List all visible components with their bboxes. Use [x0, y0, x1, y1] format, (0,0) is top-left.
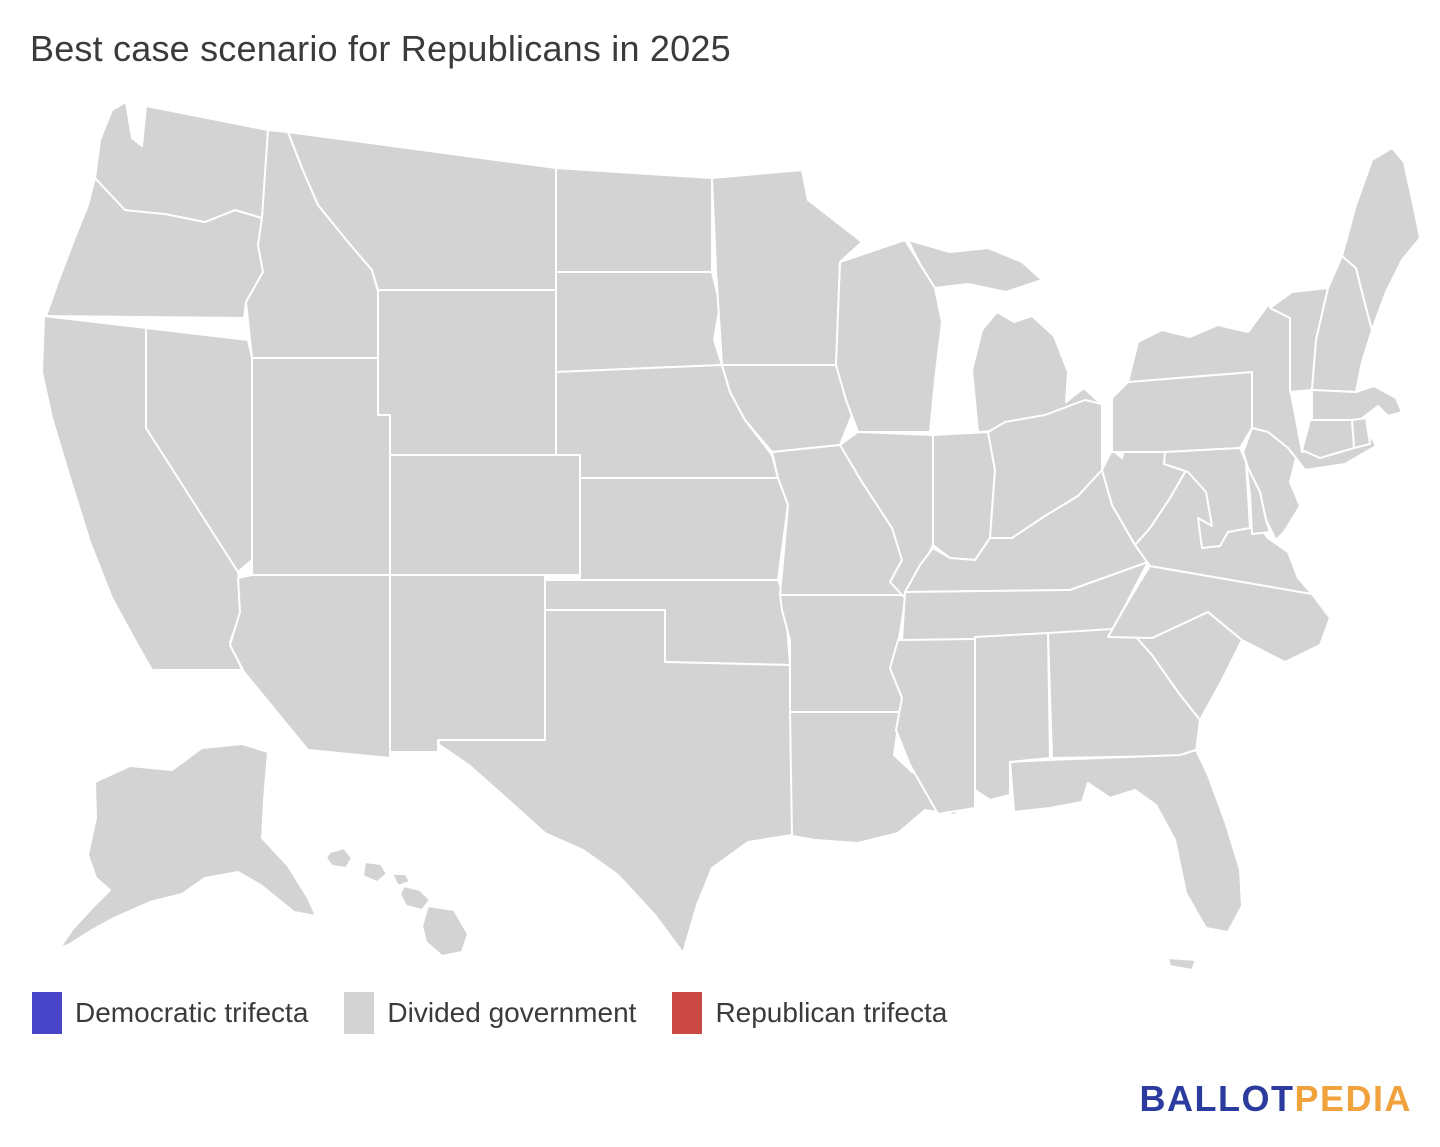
state-alaska[interactable] [59, 743, 317, 949]
state-hawaii[interactable] [325, 847, 469, 957]
state-connecticut[interactable] [1301, 419, 1355, 459]
state-colorado[interactable] [389, 454, 581, 576]
legend-label-democratic: Democratic trifecta [75, 997, 309, 1028]
state-arizona[interactable] [229, 574, 391, 759]
legend-item-divided: Divided government [344, 992, 636, 1034]
state-indiana[interactable] [932, 431, 996, 561]
logo-pedia: PEDIA [1294, 1078, 1412, 1119]
states-group [41, 101, 1421, 971]
legend-item-democratic: Democratic trifecta [32, 992, 308, 1034]
republican-trifecta-swatch [672, 992, 703, 1034]
state-pennsylvania[interactable] [1111, 371, 1253, 453]
state-maryland[interactable] [1163, 447, 1251, 549]
state-rhode-island[interactable] [1351, 417, 1371, 449]
legend-label-divided: Divided government [387, 997, 637, 1028]
state-north-carolina[interactable] [1107, 565, 1331, 663]
florida-keys[interactable] [1167, 957, 1197, 971]
ballotpedia-logo: BALLOTPEDIA [1140, 1078, 1413, 1120]
divided-government-swatch [344, 992, 375, 1034]
state-north-dakota[interactable] [555, 167, 713, 273]
legend-item-republican: Republican trifecta [672, 992, 947, 1034]
state-kansas[interactable] [579, 477, 789, 581]
state-louisiana[interactable] [789, 711, 969, 844]
logo-ballot: BALLOT [1139, 1078, 1295, 1119]
state-utah[interactable] [251, 357, 391, 576]
chart-title: Best case scenario for Republicans in 20… [30, 28, 731, 69]
state-maine[interactable] [1341, 147, 1421, 331]
state-washington[interactable] [94, 101, 269, 223]
state-wyoming[interactable] [377, 289, 557, 456]
state-arkansas[interactable] [779, 594, 907, 713]
state-new-mexico[interactable] [389, 574, 546, 753]
state-south-dakota[interactable] [555, 271, 723, 373]
state-massachusetts[interactable] [1311, 385, 1403, 421]
legend-label-republican: Republican trifecta [715, 997, 948, 1028]
state-florida[interactable] [1009, 749, 1243, 933]
democratic-trifecta-swatch [32, 992, 62, 1034]
legend: Democratic trifecta Divided government R… [32, 992, 947, 1034]
state-michigan-upper-peninsula[interactable] [907, 239, 1043, 293]
